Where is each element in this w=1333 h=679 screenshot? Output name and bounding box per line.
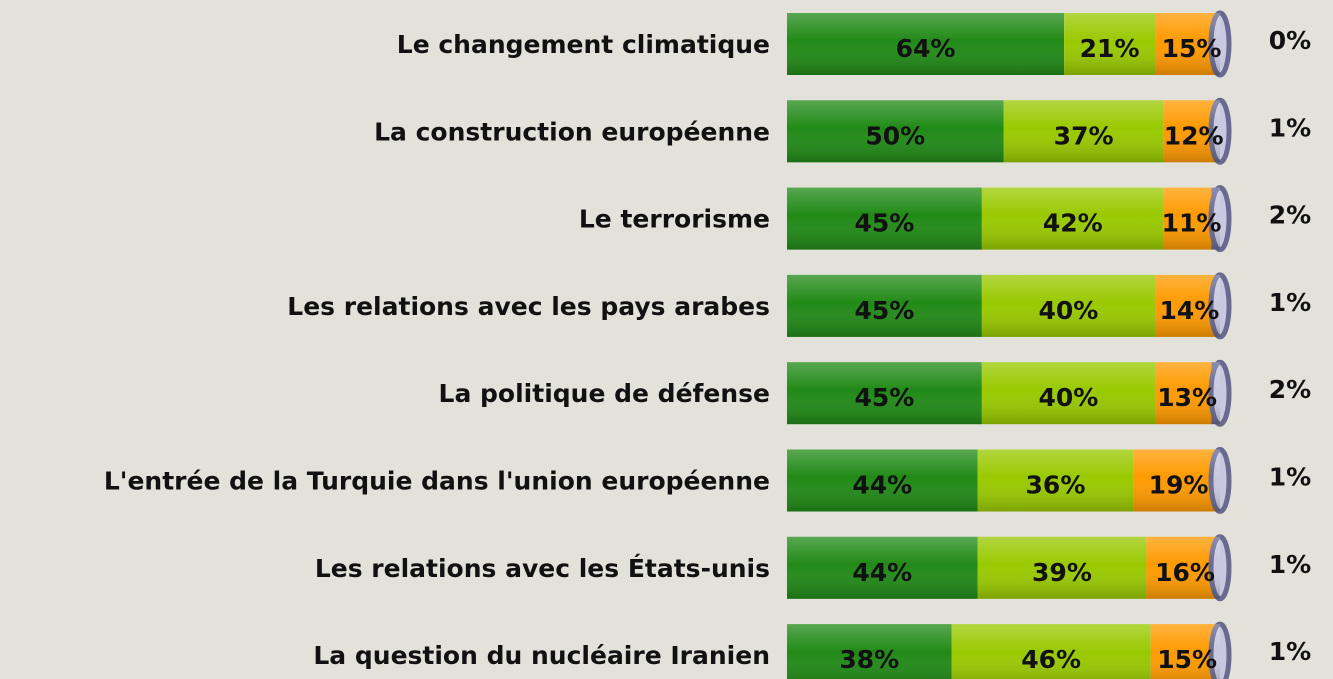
- bar-shade: [787, 536, 1220, 599]
- category-label: Les relations avec les pays arabes: [287, 292, 770, 321]
- value-label: 46%: [1021, 645, 1081, 674]
- value-label: 1%: [1269, 637, 1311, 666]
- value-label: 1%: [1269, 288, 1311, 317]
- category-label: Le changement climatique: [397, 30, 770, 59]
- value-label: 15%: [1162, 34, 1222, 63]
- value-label: 13%: [1157, 383, 1217, 412]
- value-label: 19%: [1149, 471, 1209, 500]
- value-label: 45%: [855, 209, 915, 238]
- value-label: 11%: [1162, 209, 1222, 238]
- value-label: 14%: [1159, 296, 1219, 325]
- value-label: 1%: [1269, 463, 1311, 492]
- value-label: 36%: [1026, 471, 1086, 500]
- value-label: 16%: [1155, 558, 1215, 587]
- bar-shade: [787, 362, 1220, 425]
- value-label: 40%: [1039, 383, 1099, 412]
- bar-shade: [787, 624, 1220, 679]
- value-label: 39%: [1032, 558, 1092, 587]
- value-label: 37%: [1054, 121, 1114, 150]
- bar-shade: [787, 100, 1220, 163]
- value-label: 1%: [1269, 550, 1311, 579]
- bar-shade: [787, 449, 1220, 512]
- value-label: 2%: [1269, 201, 1311, 230]
- category-label: La construction européenne: [374, 117, 770, 146]
- value-label: 1%: [1269, 113, 1311, 142]
- value-label: 42%: [1043, 209, 1103, 238]
- value-label: 21%: [1080, 34, 1140, 63]
- value-label: 15%: [1157, 645, 1217, 674]
- value-label: 45%: [855, 296, 915, 325]
- value-label: 44%: [852, 558, 912, 587]
- bar-shade: [787, 13, 1220, 75]
- category-label: L'entrée de la Turquie dans l'union euro…: [104, 467, 770, 496]
- value-label: 2%: [1269, 375, 1311, 404]
- value-label: 0%: [1269, 26, 1311, 55]
- value-label: 38%: [839, 645, 899, 674]
- value-label: 50%: [865, 121, 925, 150]
- category-label: La politique de défense: [439, 379, 770, 408]
- value-label: 64%: [896, 34, 956, 63]
- value-label: 45%: [855, 383, 915, 412]
- value-label: 40%: [1039, 296, 1099, 325]
- category-label: Le terrorisme: [579, 205, 770, 234]
- value-label: 44%: [852, 471, 912, 500]
- value-label: 12%: [1164, 121, 1224, 150]
- bar-shade: [787, 187, 1220, 250]
- category-label: Les relations avec les États-unis: [315, 554, 770, 583]
- bar-shade: [787, 274, 1220, 337]
- category-label: La question du nucléaire Iranien: [313, 641, 770, 670]
